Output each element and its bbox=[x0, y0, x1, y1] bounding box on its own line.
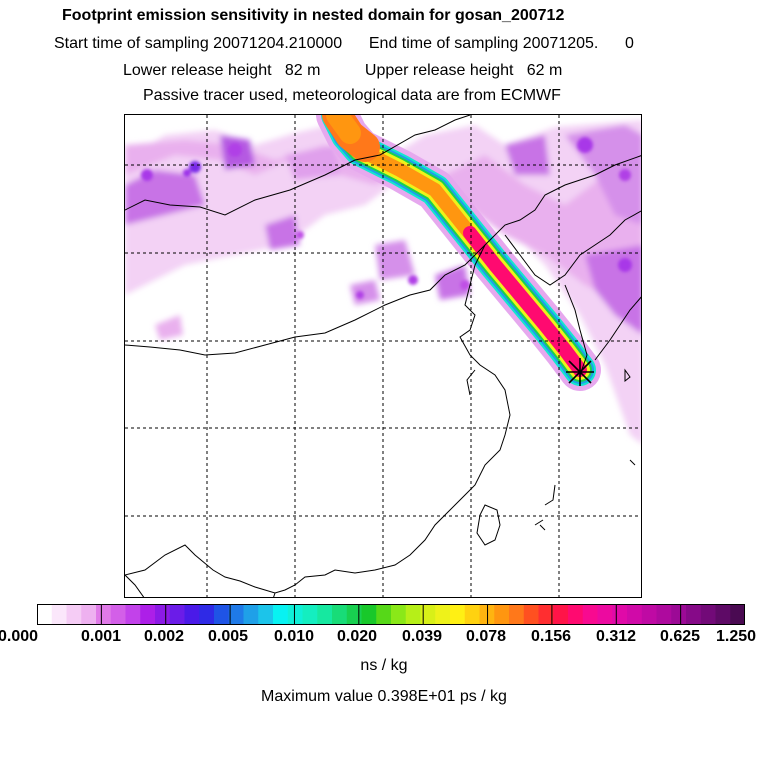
colorbar-swatch bbox=[96, 604, 112, 625]
colorbar-tick-label: 0.005 bbox=[207, 628, 249, 645]
colorbar-swatch bbox=[494, 604, 510, 625]
sampling-time-line: Start time of sampling 20071204.210000 E… bbox=[54, 35, 634, 52]
colorbar-swatch bbox=[376, 604, 392, 625]
colorbar-swatch bbox=[730, 604, 745, 625]
colorbar-swatch bbox=[199, 604, 215, 625]
plume bbox=[316, 115, 601, 391]
colorbar-swatch bbox=[184, 604, 200, 625]
colorbar-tick-label: 0.039 bbox=[401, 628, 443, 645]
colorbar-swatch bbox=[612, 604, 628, 625]
colorbar-tick-label: 0.001 bbox=[80, 628, 122, 645]
sensitivity-patches-mid bbox=[141, 137, 632, 299]
colorbar-swatch bbox=[110, 604, 127, 625]
grid-lines bbox=[125, 115, 641, 597]
colorbar-swatch bbox=[715, 604, 731, 625]
colorbar-swatch bbox=[37, 604, 53, 625]
colorbar-swatch bbox=[243, 604, 259, 625]
colorbar-swatch bbox=[169, 604, 186, 625]
colorbar-swatch bbox=[538, 604, 554, 625]
colorbar-swatch bbox=[420, 604, 436, 625]
colorbar-tick-label: 0.312 bbox=[595, 628, 637, 645]
colorbar-swatch bbox=[332, 604, 348, 625]
star-marker bbox=[566, 358, 594, 386]
colorbar-tick-label: 0.002 bbox=[143, 628, 185, 645]
colorbar-tick-label: 0.010 bbox=[273, 628, 315, 645]
colorbar-border bbox=[37, 604, 745, 625]
colorbar-swatch bbox=[523, 604, 540, 625]
colorbar-canvas bbox=[37, 604, 745, 625]
colorbar-swatch bbox=[258, 604, 274, 625]
colorbar-swatch bbox=[140, 604, 156, 625]
release-height-line: Lower release height 82 m Upper release … bbox=[123, 62, 563, 79]
colorbar bbox=[37, 604, 745, 625]
colorbar-swatch bbox=[391, 604, 407, 625]
colorbar-swatch bbox=[51, 604, 68, 625]
colorbar-tick-label: 0.156 bbox=[530, 628, 572, 645]
colorbar-swatch bbox=[228, 604, 245, 625]
colorbar-swatch bbox=[287, 604, 304, 625]
colorbar-tick-label: 1.250 bbox=[715, 628, 757, 645]
map-canvas bbox=[125, 115, 641, 597]
colorbar-swatch bbox=[125, 604, 141, 625]
colorbar-tick-label: 0.625 bbox=[659, 628, 701, 645]
colorbar-swatch bbox=[361, 604, 377, 625]
colorbar-swatch bbox=[582, 604, 599, 625]
colorbar-swatch bbox=[273, 604, 289, 625]
colorbar-swatch bbox=[66, 604, 82, 625]
colorbar-swatch bbox=[627, 604, 643, 625]
colorbar-tick-label: 0.078 bbox=[465, 628, 507, 645]
colorbar-swatch bbox=[302, 604, 318, 625]
colorbar-swatch bbox=[553, 604, 569, 625]
colorbar-swatch bbox=[435, 604, 451, 625]
colorbar-swatch bbox=[317, 604, 333, 625]
colorbar-swatch bbox=[671, 604, 687, 625]
colorbar-swatch bbox=[464, 604, 481, 625]
colorbar-swatch bbox=[81, 604, 97, 625]
colorbar-swatch bbox=[597, 604, 613, 625]
colorbar-swatch bbox=[450, 604, 466, 625]
colorbar-swatch bbox=[656, 604, 672, 625]
colorbar-swatch bbox=[686, 604, 702, 625]
tracer-info-line: Passive tracer used, meteorological data… bbox=[143, 87, 561, 104]
footprint-map bbox=[124, 114, 642, 598]
colorbar-swatch bbox=[155, 604, 171, 625]
colorbar-swatch bbox=[346, 604, 363, 625]
colorbar-swatch bbox=[700, 604, 717, 625]
colorbar-swatch bbox=[214, 604, 230, 625]
colorbar-units: ns / kg bbox=[360, 657, 408, 674]
colorbar-tick-label: 0.020 bbox=[336, 628, 378, 645]
colorbar-tick-label: 0.000 bbox=[0, 628, 39, 645]
maximum-value: Maximum value 0.398E+01 ps / kg bbox=[261, 688, 507, 705]
colorbar-swatch bbox=[568, 604, 584, 625]
colorbar-swatch bbox=[509, 604, 525, 625]
plot-title: Footprint emission sensitivity in nested… bbox=[62, 7, 565, 24]
colorbar-swatch bbox=[405, 604, 422, 625]
coastlines bbox=[125, 115, 641, 597]
colorbar-swatch bbox=[641, 604, 658, 625]
